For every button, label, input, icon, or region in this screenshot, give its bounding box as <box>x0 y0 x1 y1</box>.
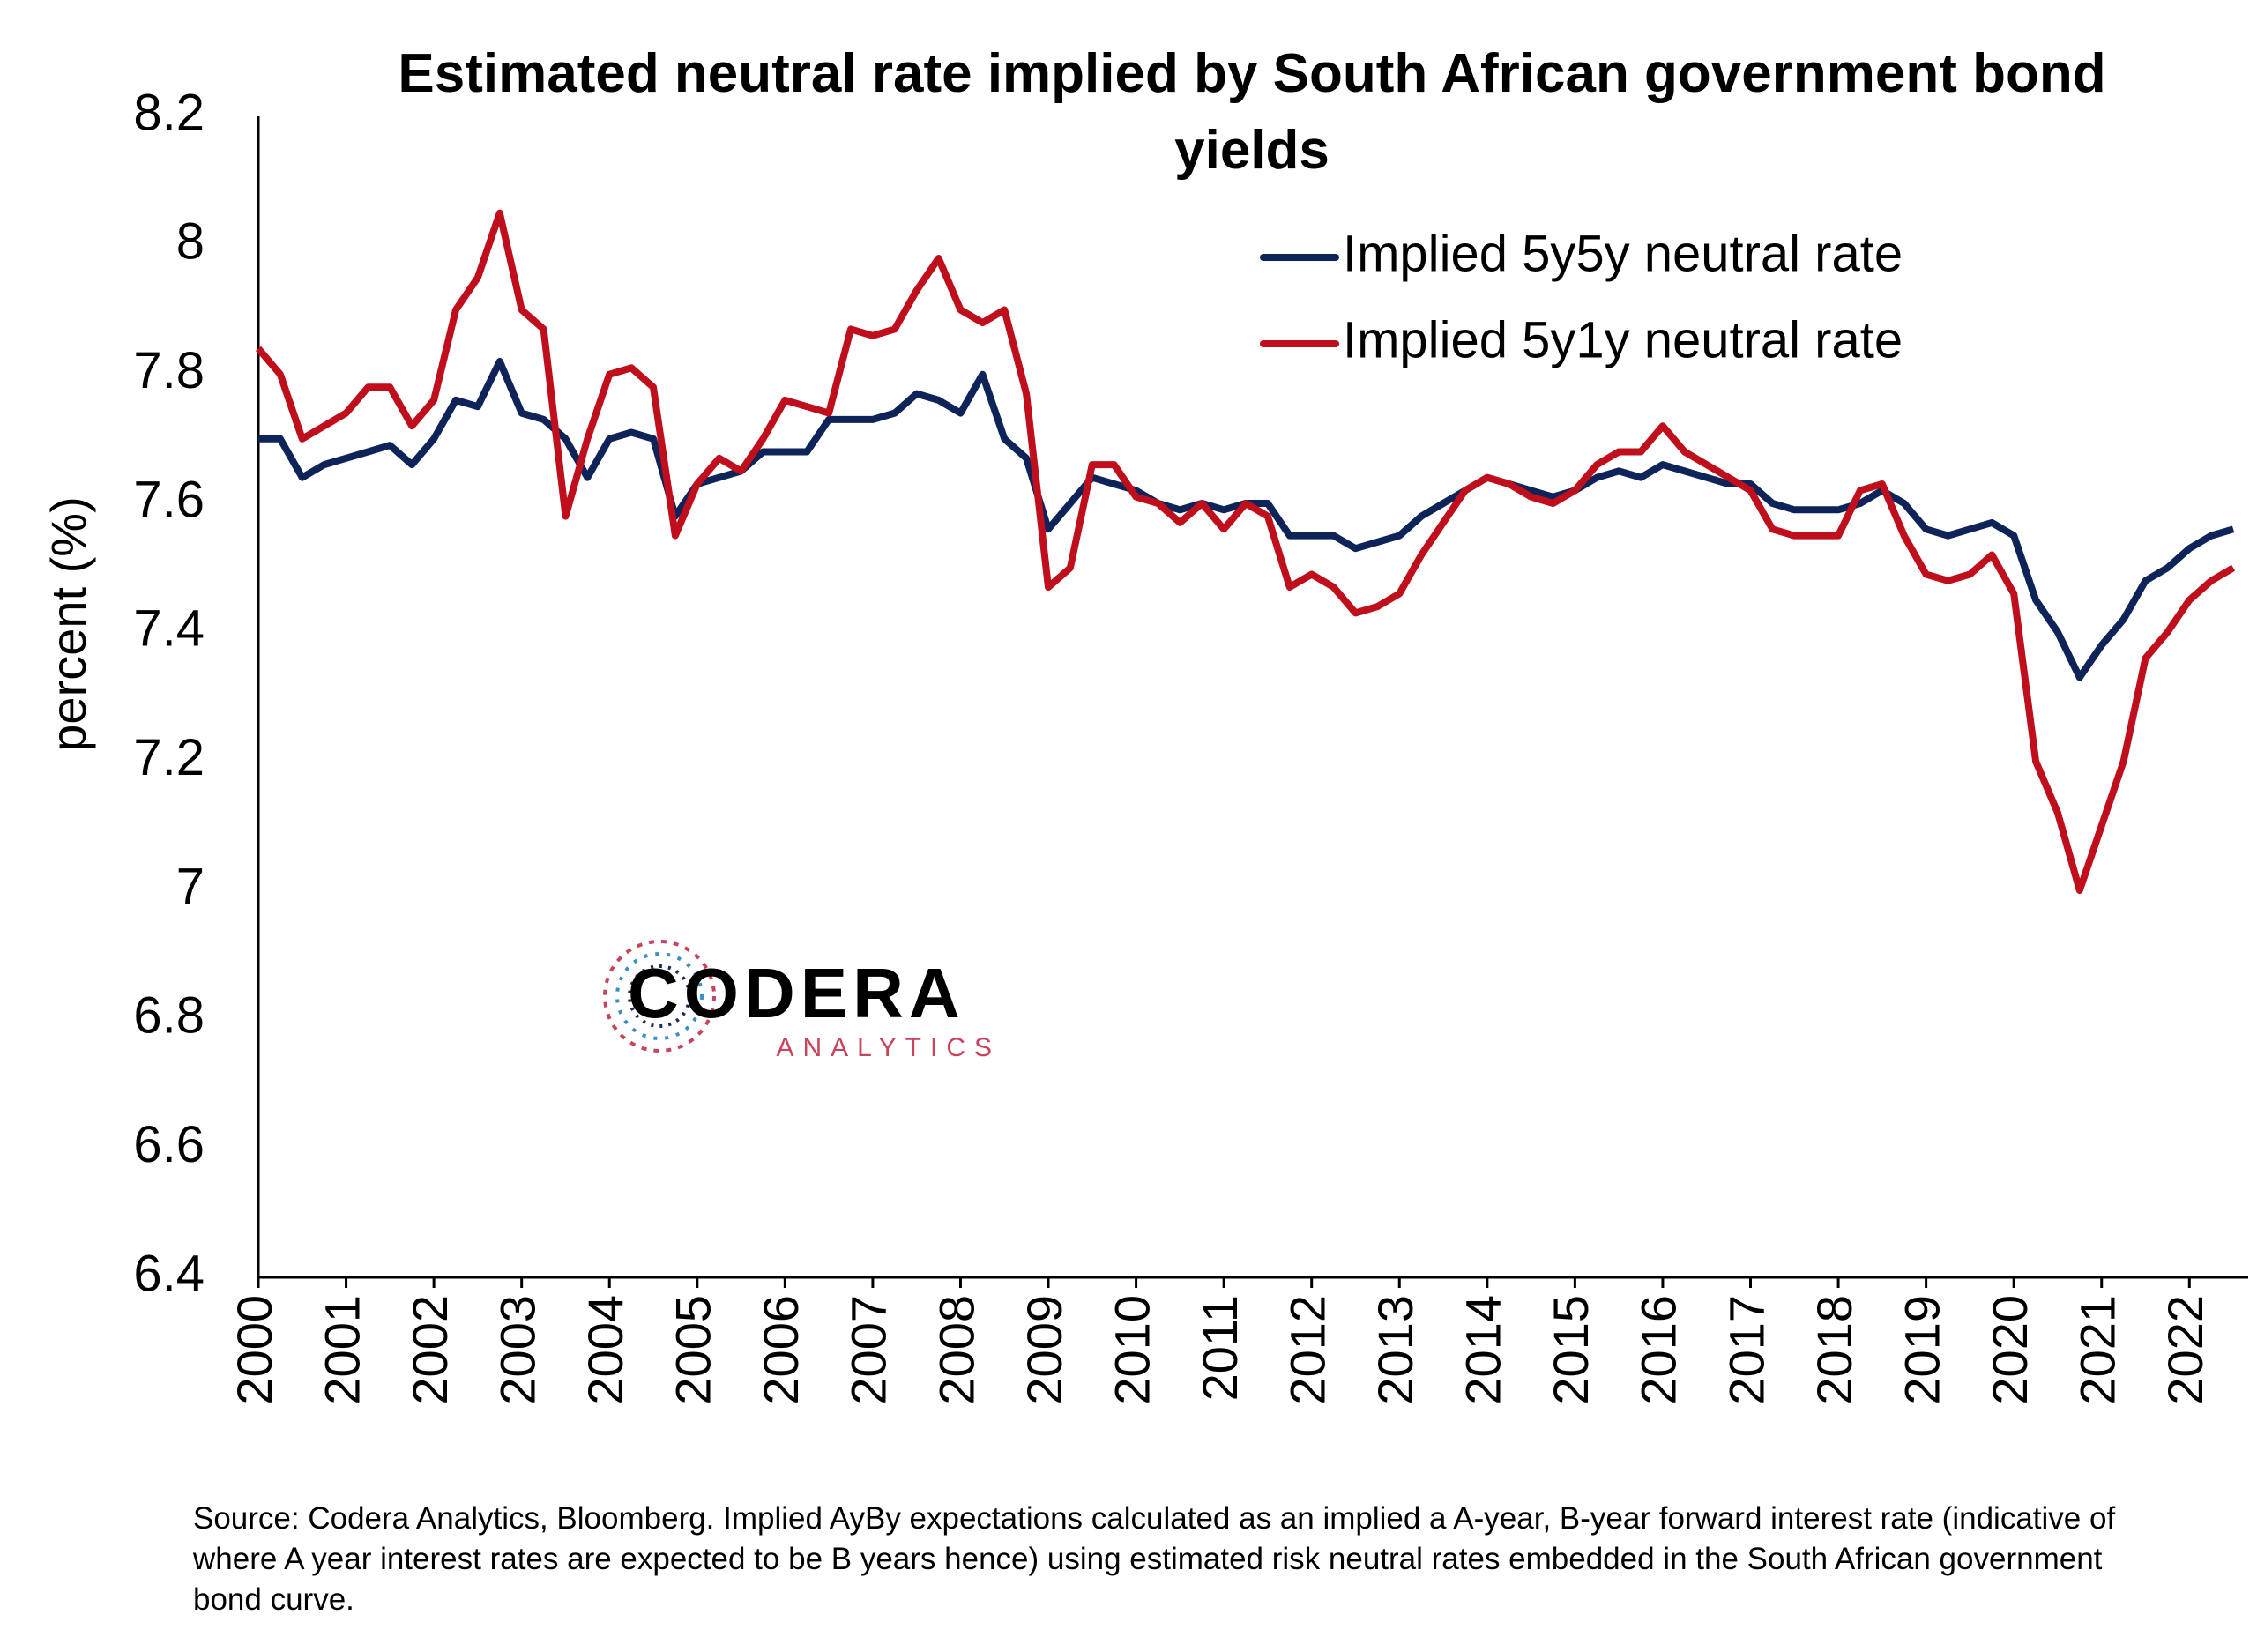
y-tick-label: 6.6 <box>133 1116 205 1173</box>
x-tick-label: 2012 <box>1280 1295 1336 1405</box>
x-tick-label: 2019 <box>1894 1295 1949 1405</box>
x-tick-label: 2013 <box>1367 1295 1423 1405</box>
y-tick-label: 7.6 <box>133 471 205 528</box>
legend-label: Implied 5y5y neutral rate <box>1343 225 1903 282</box>
x-tick-label: 2008 <box>928 1295 984 1405</box>
line-series <box>255 209 2236 894</box>
x-tick-label: 2017 <box>1718 1295 1774 1405</box>
x-tick-label: 2000 <box>227 1295 282 1405</box>
y-tick-label: 7 <box>176 858 205 915</box>
x-tick-label: 2022 <box>2157 1295 2213 1405</box>
x-tick-label: 2020 <box>1982 1295 2037 1405</box>
x-tick-label: 2003 <box>489 1295 545 1405</box>
y-tick-label: 6.4 <box>133 1245 205 1302</box>
logo: CODERA ANALYTICS <box>603 940 1002 1062</box>
x-tick-label: 2004 <box>577 1295 633 1405</box>
x-tick-label: 2006 <box>753 1295 808 1405</box>
logo-ring <box>603 940 716 1053</box>
y-tick-label: 7.2 <box>133 729 205 786</box>
x-tick-label: 2018 <box>1806 1295 1862 1405</box>
logo-ring <box>615 952 704 1040</box>
title-box: Estimated neutral rate implied by South … <box>398 43 2106 181</box>
x-tick-label: 2014 <box>1456 1295 1511 1405</box>
x-tick-label: 2010 <box>1104 1295 1159 1405</box>
x-tick-label: 2011 <box>1192 1295 1248 1401</box>
legend-label: Implied 5y1y neutral rate <box>1343 311 1903 368</box>
x-tick-label: 2015 <box>1543 1295 1598 1405</box>
logo-sub: ANALYTICS <box>777 1033 1002 1062</box>
x-tick-label: 2021 <box>2070 1295 2126 1405</box>
logo-ring <box>628 964 691 1028</box>
y-tick-label: 6.8 <box>133 987 205 1045</box>
x-tick-label: 2009 <box>1017 1295 1072 1405</box>
y-tick-label: 7.8 <box>133 342 205 399</box>
x-tick-label: 2005 <box>666 1295 721 1405</box>
source-note: Source: Codera Analytics, Bloomberg. Imp… <box>193 1501 2116 1617</box>
y-tick-label: 8 <box>176 213 205 271</box>
y-axis-label: percent (%) <box>41 496 96 751</box>
chart-title: Estimated neutral rate implied by South … <box>398 43 2106 181</box>
x-tick-label: 2007 <box>841 1295 897 1405</box>
x-tick-label: 2001 <box>314 1295 369 1405</box>
x-tick-label: 2016 <box>1631 1295 1687 1405</box>
x-tick-label: 2002 <box>402 1295 458 1405</box>
logo-name: CODERA <box>628 954 965 1032</box>
y-tick-label: 8.2 <box>133 84 205 141</box>
y-tick-label: 7.4 <box>133 600 205 658</box>
